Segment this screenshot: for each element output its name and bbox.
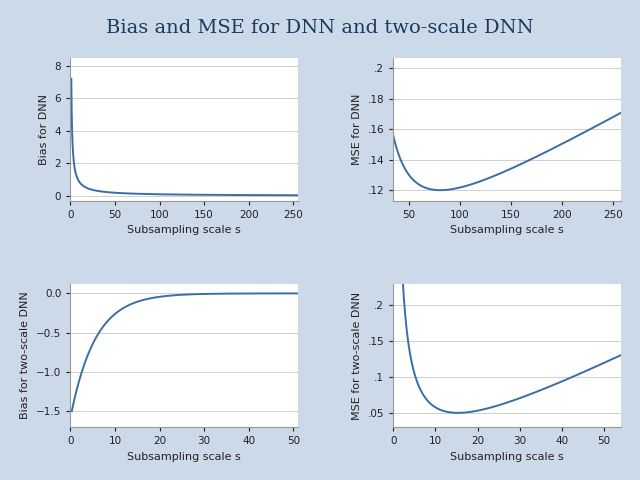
X-axis label: Subsampling scale s: Subsampling scale s: [450, 452, 564, 462]
X-axis label: Subsampling scale s: Subsampling scale s: [127, 226, 241, 235]
X-axis label: Subsampling scale s: Subsampling scale s: [127, 452, 241, 462]
Y-axis label: MSE for DNN: MSE for DNN: [352, 94, 362, 165]
Y-axis label: Bias for DNN: Bias for DNN: [39, 94, 49, 165]
Y-axis label: MSE for two-scale DNN: MSE for two-scale DNN: [352, 291, 362, 420]
Text: Bias and MSE for DNN and two-scale DNN: Bias and MSE for DNN and two-scale DNN: [106, 19, 534, 37]
Y-axis label: Bias for two-scale DNN: Bias for two-scale DNN: [20, 292, 31, 420]
X-axis label: Subsampling scale s: Subsampling scale s: [450, 226, 564, 235]
